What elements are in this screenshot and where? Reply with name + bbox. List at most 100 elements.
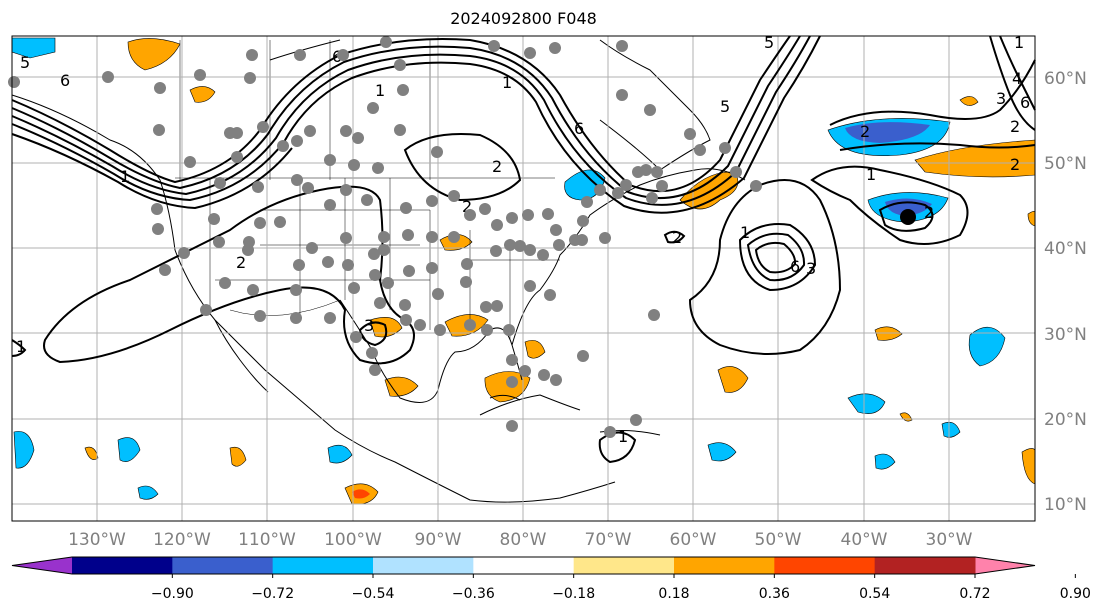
lat-label-50n: 50°N <box>1044 154 1087 174</box>
station-dot <box>506 376 518 388</box>
station-dot <box>426 231 438 243</box>
map-title: 2024092800 F048 <box>450 9 597 28</box>
station-dot <box>550 224 562 236</box>
colorbar-segment <box>874 557 976 574</box>
station-dot <box>651 166 663 178</box>
station-dot <box>380 36 392 48</box>
station-dot <box>252 181 264 193</box>
station-dot <box>184 156 196 168</box>
colorbar: −0.90 −0.72 −0.54 −0.36 −0.18 0.18 0.36 0.54 0.7… <box>11 556 1091 602</box>
station-dot <box>348 282 360 294</box>
positive-anomaly-patch <box>874 326 903 341</box>
colorbar-segment <box>573 557 675 574</box>
contour-label: 1 <box>866 165 876 184</box>
station-dot <box>604 426 616 438</box>
station-dot <box>290 284 302 296</box>
contour-label: 1 <box>1014 33 1024 52</box>
station-dot <box>576 234 588 246</box>
contour-label: 3 <box>806 259 816 278</box>
colorbar-tick-label: −0.18 <box>552 586 595 602</box>
station-dot <box>620 179 632 191</box>
station-dot <box>538 369 550 381</box>
contour-label: 2 <box>1010 155 1020 174</box>
station-dot <box>340 125 352 137</box>
lon-label-130w: 130°W <box>68 530 126 550</box>
colorbar-segment <box>373 557 474 574</box>
station-dot <box>577 215 589 227</box>
station-dot <box>291 174 303 186</box>
station-dot <box>277 140 289 152</box>
station-dot <box>159 264 171 276</box>
station-dot <box>208 213 220 225</box>
station-dot <box>448 190 460 202</box>
lat-label-40n: 40°N <box>1044 239 1087 259</box>
station-dot <box>194 69 206 81</box>
negative-anomaly-patch <box>968 326 1006 367</box>
station-dot <box>231 151 243 163</box>
contour-label: 3 <box>996 89 1006 108</box>
station-dot <box>304 125 316 137</box>
station-dot <box>577 350 589 362</box>
contour-label: 2 <box>672 228 682 247</box>
station-dot <box>461 258 473 270</box>
station-dot <box>550 374 562 386</box>
contour-label: 1 <box>120 167 130 186</box>
station-dot <box>397 84 409 96</box>
station-dot <box>616 89 628 101</box>
station-dot <box>154 82 166 94</box>
station-dot <box>480 301 492 313</box>
lon-label-50w: 50°W <box>755 530 802 550</box>
station-dot <box>537 249 549 261</box>
positive-anomaly-patch <box>84 446 99 460</box>
station-dot <box>503 324 515 336</box>
station-dot <box>342 259 354 271</box>
station-dot <box>646 192 658 204</box>
station-dot <box>684 128 696 140</box>
contour-label: 1 <box>502 73 512 92</box>
station-dot <box>522 209 534 221</box>
station-dot <box>542 208 554 220</box>
strong-negative-anomaly-patch <box>845 122 930 143</box>
station-dot <box>524 244 536 256</box>
station-dot <box>302 182 314 194</box>
positive-anomaly-patch <box>484 371 531 403</box>
station-dot <box>648 309 660 321</box>
colorbar-tick-label: −0.36 <box>452 586 495 602</box>
station-dot <box>630 414 642 426</box>
negative-anomaly-patch <box>117 437 141 462</box>
station-dot <box>432 288 444 300</box>
contour-lines <box>11 35 1036 464</box>
colorbar-tick-label: 0.54 <box>859 586 890 602</box>
station-dot <box>219 277 231 289</box>
colorbar-extend-high <box>975 557 1035 574</box>
station-dot <box>337 49 349 61</box>
lon-label-40w: 40°W <box>841 530 888 550</box>
negative-anomaly-patch <box>847 393 886 414</box>
station-dot <box>324 199 336 211</box>
positive-anomaly-patch <box>384 376 419 397</box>
storm-center-marker <box>900 209 916 225</box>
lon-label-100w: 100°W <box>324 530 382 550</box>
station-dot <box>372 162 384 174</box>
contour-label: 2 <box>236 253 246 272</box>
contour-label: 6 <box>332 47 342 66</box>
lat-label-60n: 60°N <box>1044 69 1087 89</box>
station-dot <box>599 232 611 244</box>
station-dot <box>274 216 286 228</box>
station-dot <box>594 184 606 196</box>
contour-label: 6 <box>60 71 70 90</box>
station-dot <box>368 248 380 260</box>
station-dot <box>504 239 516 251</box>
colorbar-segment <box>473 557 575 574</box>
political-borders <box>175 40 560 340</box>
station-dot <box>153 124 165 136</box>
station-dot <box>200 304 212 316</box>
station-dot <box>350 331 362 343</box>
colorbar-tick-label: 0.72 <box>959 586 990 602</box>
station-dot <box>324 154 336 166</box>
station-dot <box>694 144 706 156</box>
station-dot <box>426 262 438 274</box>
station-dot <box>290 312 302 324</box>
station-dot <box>490 245 502 257</box>
